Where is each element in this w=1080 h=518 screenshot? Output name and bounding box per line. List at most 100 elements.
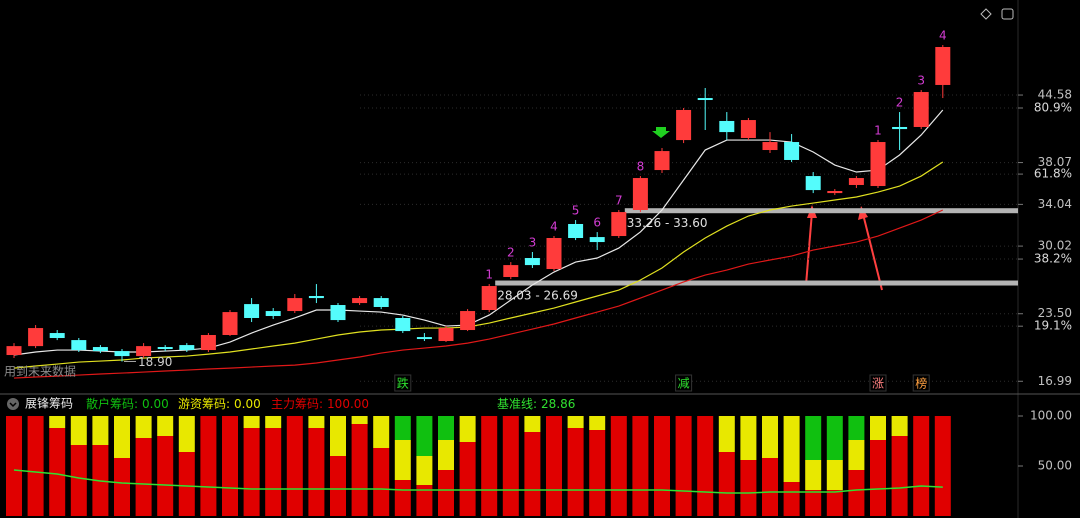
sequence-label: 2	[507, 246, 515, 260]
chip-bar	[913, 416, 930, 516]
chip-bar	[783, 416, 800, 482]
candle-body	[935, 46, 951, 85]
chip-bar	[891, 416, 908, 436]
candle-body	[611, 212, 627, 237]
chip-bar	[394, 480, 411, 516]
candle-body	[373, 298, 389, 307]
band-label: 28.03 - 26.69	[497, 289, 578, 303]
sell-arrow	[652, 127, 670, 138]
chip-bar	[394, 416, 411, 440]
chip-bar	[848, 416, 865, 440]
y-tick-label: 16.99	[1038, 374, 1072, 388]
y-tick-label: 38.2%	[1034, 252, 1072, 266]
chip-bar	[848, 470, 865, 516]
y-tick-label: 44.58	[1038, 88, 1072, 102]
legend-name: 基准线:	[497, 397, 537, 411]
candle-body	[481, 286, 497, 311]
chip-bar	[394, 440, 411, 480]
candle-body	[244, 304, 260, 318]
candle-body	[136, 346, 152, 357]
chip-bar	[826, 416, 843, 460]
chip-bar	[762, 458, 778, 516]
chip-bar	[178, 452, 195, 516]
chip-bar	[891, 436, 908, 516]
candle-body	[762, 142, 778, 151]
sequence-label: 8	[637, 160, 645, 174]
diamond-icon[interactable]	[980, 8, 992, 20]
sequence-label: 4	[550, 220, 558, 234]
chip-bar	[416, 485, 433, 516]
y-tick-label: 100.00	[1030, 409, 1072, 423]
chip-bar	[848, 440, 865, 470]
low-marker-label: 18.90	[138, 355, 172, 369]
chip-bar	[826, 490, 843, 516]
sequence-label: 7	[615, 193, 623, 207]
chip-bar	[740, 460, 757, 516]
moving-average	[13, 109, 944, 356]
candle-body	[352, 298, 368, 304]
candle-body	[740, 120, 756, 138]
window-icon[interactable]	[1001, 8, 1014, 20]
chip-bar	[70, 416, 87, 445]
sequence-label: 3	[529, 236, 537, 250]
chip-bar	[438, 440, 454, 470]
chip-bar	[178, 416, 195, 452]
candle-body	[546, 237, 562, 270]
chip-bar	[330, 456, 346, 516]
pane-title: 展锋筹码	[25, 397, 73, 411]
signal-bg	[912, 374, 930, 392]
chip-bar	[70, 445, 87, 516]
chip-bar	[524, 416, 541, 432]
chip-bar	[567, 428, 584, 516]
chip-bar	[92, 416, 109, 445]
chip-bar	[6, 416, 22, 516]
chip-bar	[481, 416, 498, 516]
signal-label: 涨	[872, 376, 884, 391]
signal-bg	[869, 374, 887, 392]
candle-body	[697, 98, 713, 101]
chip-bar	[740, 416, 757, 460]
candle-body	[460, 311, 476, 331]
legend-entry: 主力筹码: 100.00	[271, 397, 369, 411]
chip-bar	[675, 416, 692, 516]
candle-body	[848, 178, 864, 185]
candle-body	[28, 328, 44, 347]
chip-bar	[589, 430, 606, 516]
chip-bar	[27, 416, 44, 516]
y-tick-label: 38.07	[1038, 155, 1072, 169]
chip-bar	[200, 416, 217, 516]
legend-name: 主力筹码:	[271, 397, 323, 411]
chip-bar	[416, 416, 433, 456]
chip-bar	[286, 416, 303, 516]
legend-entry: 散户筹码: 0.00	[86, 396, 169, 411]
signal-bg	[394, 374, 412, 392]
collapse-icon[interactable]	[7, 398, 19, 410]
legend-value: 100.00	[327, 397, 369, 411]
chip-bar	[157, 436, 174, 516]
chip-bar	[416, 456, 433, 485]
sequence-label: 2	[896, 96, 904, 110]
chip-bar	[632, 416, 649, 516]
candle-body	[892, 126, 908, 130]
chip-bar	[49, 416, 66, 428]
candle-body	[913, 92, 929, 127]
y-tick-label: 19.1%	[1034, 319, 1072, 333]
chip-bar	[49, 428, 66, 516]
chip-bar	[805, 460, 822, 490]
legend-value: 0.00	[234, 397, 261, 411]
sequence-label: 1	[485, 268, 493, 282]
chip-bar	[330, 416, 346, 456]
chip-band	[495, 280, 1018, 286]
candle-body	[49, 333, 65, 339]
candle-body	[308, 295, 324, 299]
baseline	[13, 469, 943, 494]
legend-entry: 基准线: 28.86	[497, 397, 575, 411]
sequence-label: 1	[874, 124, 882, 138]
candle-body	[719, 120, 735, 133]
chip-bar	[826, 460, 843, 490]
moving-average	[13, 209, 944, 379]
chip-bar	[934, 416, 951, 516]
chip-bar	[546, 416, 562, 516]
candle-body	[157, 347, 173, 350]
